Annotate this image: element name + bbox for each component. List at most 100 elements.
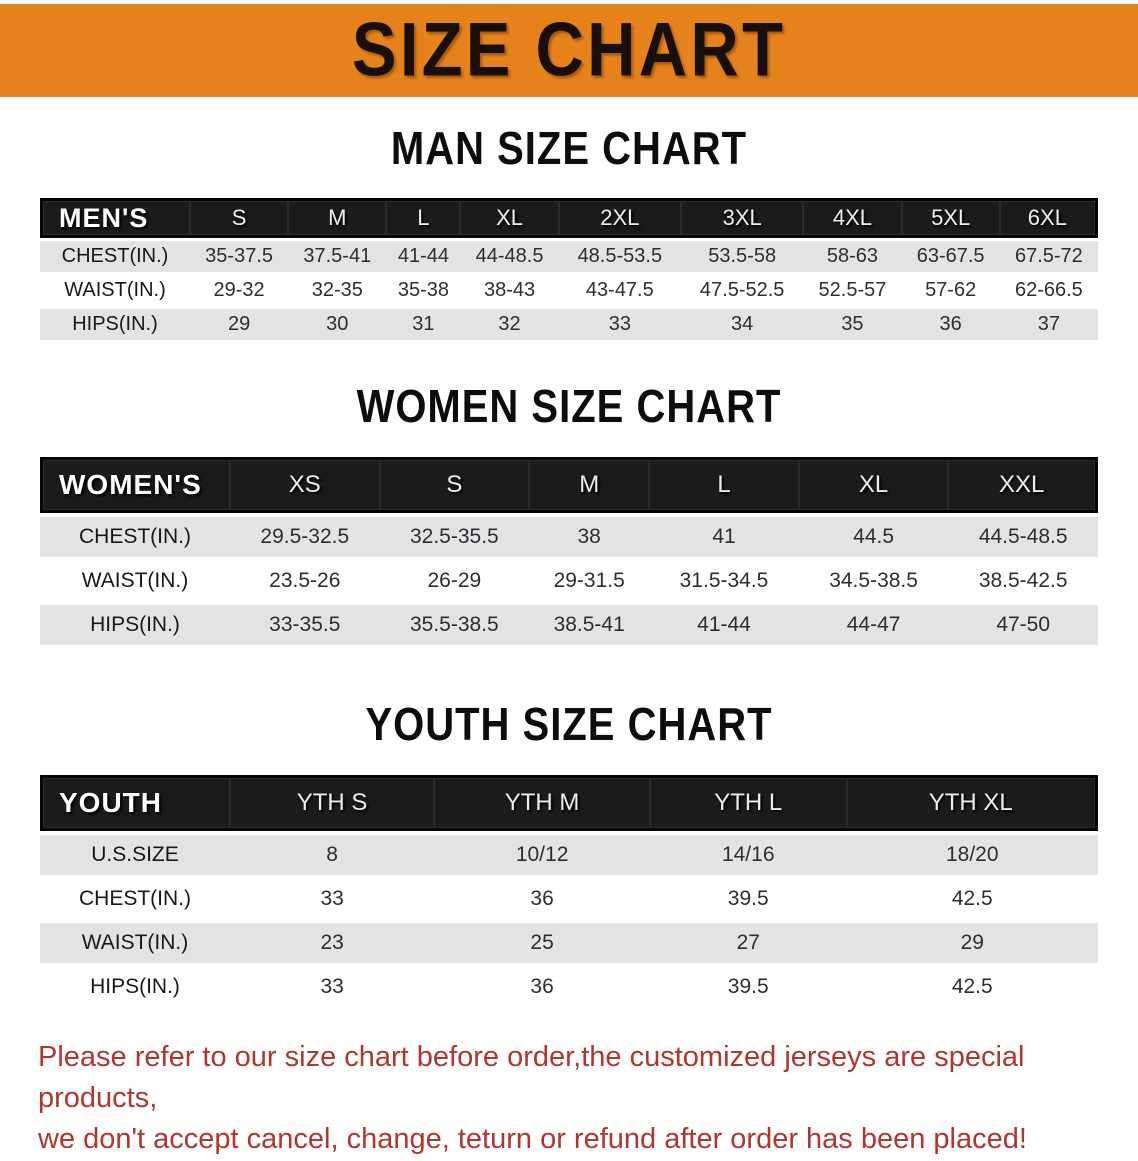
size-value: 25 <box>434 923 650 963</box>
size-value: 18/20 <box>846 835 1098 875</box>
size-value: 44.5-48.5 <box>948 517 1098 557</box>
size-value: 29-31.5 <box>529 561 650 601</box>
size-column-header: XL <box>798 457 949 513</box>
measurement-label: CHEST(IN.) <box>40 879 230 919</box>
table-row: CHEST(IN.) 35-37.5 37.5-41 41-44 44-48.5 48.5… <box>40 241 1098 272</box>
size-value: 33 <box>230 879 435 919</box>
size-value: 23 <box>230 923 435 963</box>
size-value: 44-47 <box>798 605 949 645</box>
size-value: 35-37.5 <box>190 241 289 272</box>
measurement-label: U.S.SIZE <box>40 835 230 875</box>
table-row: U.S.SIZE 8 10/12 14/16 18/20 <box>40 835 1098 875</box>
size-value: 44.5 <box>798 517 949 557</box>
order-disclaimer: Please refer to our size chart before or… <box>38 1037 1100 1161</box>
table-header-row: YOUTH YTH S YTH M YTH L YTH XL <box>40 775 1098 831</box>
size-value: 36 <box>901 309 1000 340</box>
size-value: 47-50 <box>948 605 1098 645</box>
size-value: 48.5-53.5 <box>558 241 681 272</box>
size-value: 42.5 <box>846 879 1098 919</box>
size-chart-banner: SIZE CHART <box>0 4 1138 97</box>
measurement-label: HIPS(IN.) <box>40 605 230 645</box>
size-column-header: 4XL <box>803 198 902 238</box>
size-value: 42.5 <box>846 967 1098 1007</box>
women-size-table: WOMEN'S XS S M L XL XXL CHEST(IN.) 29.5-32.5 32.5… <box>40 453 1098 649</box>
size-value: 44-48.5 <box>460 241 559 272</box>
size-value: 32.5-35.5 <box>379 517 530 557</box>
size-value: 30 <box>288 309 387 340</box>
size-value: 47.5-52.5 <box>681 275 804 306</box>
size-value: 32 <box>460 309 559 340</box>
size-value: 41-44 <box>649 605 799 645</box>
size-value: 38.5-41 <box>529 605 650 645</box>
youth-size-table: YOUTH YTH S YTH M YTH L YTH XL U.S.SIZE 8 10/12… <box>40 771 1098 1011</box>
size-value: 33 <box>230 967 435 1007</box>
disclaimer-line-1: Please refer to our size chart before or… <box>38 1041 1025 1115</box>
size-column-header: XL <box>460 198 559 238</box>
size-value: 37.5-41 <box>288 241 387 272</box>
men-size-table: MEN'S S M L XL 2XL 3XL 4XL 5XL 6XL CHEST(IN.) 35-37… <box>40 195 1098 343</box>
measurement-label: WAIST(IN.) <box>40 275 190 306</box>
size-value: 36 <box>434 967 650 1007</box>
size-value: 26-29 <box>379 561 530 601</box>
table-header-label: WOMEN'S <box>40 457 230 513</box>
size-value: 38-43 <box>460 275 559 306</box>
size-value: 34.5-38.5 <box>798 561 949 601</box>
measurement-label: CHEST(IN.) <box>40 241 190 272</box>
size-value: 27 <box>649 923 847 963</box>
youth-section-title: YOUTH SIZE CHART <box>365 699 773 751</box>
table-row: HIPS(IN.) 33 36 39.5 42.5 <box>40 967 1098 1007</box>
measurement-label: CHEST(IN.) <box>40 517 230 557</box>
disclaimer-line-2: we don't accept cancel, change, teturn o… <box>38 1123 1027 1156</box>
size-value: 29 <box>190 309 289 340</box>
measurement-label: WAIST(IN.) <box>40 561 230 601</box>
measurement-label: WAIST(IN.) <box>40 923 230 963</box>
table-header-row: WOMEN'S XS S M L XL XXL <box>40 457 1098 513</box>
size-value: 31.5-34.5 <box>649 561 799 601</box>
size-value: 8 <box>230 835 435 875</box>
size-column-header: 2XL <box>558 198 681 238</box>
women-size-chart-section: WOMEN SIZE CHART WOMEN'S XS S M L XL XXL CHEST(… <box>0 381 1138 649</box>
size-column-header: XS <box>230 457 380 513</box>
size-value: 63-67.5 <box>901 241 1000 272</box>
size-value: 37 <box>999 309 1098 340</box>
size-column-header: M <box>288 198 387 238</box>
size-value: 41-44 <box>386 241 461 272</box>
size-column-header: L <box>386 198 461 238</box>
size-column-header: YTH XL <box>846 775 1098 831</box>
youth-size-chart-section: YOUTH SIZE CHART YOUTH YTH S YTH M YTH L YTH… <box>0 699 1138 1011</box>
table-row: WAIST(IN.) 29-32 32-35 35-38 38-43 43-47.5 47.… <box>40 275 1098 306</box>
size-value: 62-66.5 <box>999 275 1098 306</box>
size-value: 33 <box>558 309 681 340</box>
size-value: 33-35.5 <box>230 605 380 645</box>
size-value: 53.5-58 <box>681 241 804 272</box>
table-row: HIPS(IN.) 33-35.5 35.5-38.5 38.5-41 41-44 44-… <box>40 605 1098 645</box>
size-column-header: L <box>649 457 799 513</box>
table-row: CHEST(IN.) 33 36 39.5 42.5 <box>40 879 1098 919</box>
size-value: 29.5-32.5 <box>230 517 380 557</box>
size-value: 14/16 <box>649 835 847 875</box>
size-column-header: YTH L <box>649 775 847 831</box>
size-value: 35-38 <box>386 275 461 306</box>
size-value: 36 <box>434 879 650 919</box>
size-column-header: 5XL <box>901 198 1000 238</box>
banner-title: SIZE CHART <box>351 8 787 93</box>
size-value: 32-35 <box>288 275 387 306</box>
size-value: 43-47.5 <box>558 275 681 306</box>
size-value: 35 <box>803 309 902 340</box>
measurement-label: HIPS(IN.) <box>40 309 190 340</box>
table-header-label: MEN'S <box>40 198 190 238</box>
women-section-title: WOMEN SIZE CHART <box>356 381 782 433</box>
size-value: 39.5 <box>649 967 847 1007</box>
size-column-header: XXL <box>948 457 1098 513</box>
size-value: 35.5-38.5 <box>379 605 530 645</box>
size-value: 52.5-57 <box>803 275 902 306</box>
men-section-title: MAN SIZE CHART <box>390 123 748 175</box>
size-value: 31 <box>386 309 461 340</box>
table-header-row: MEN'S S M L XL 2XL 3XL 4XL 5XL 6XL <box>40 198 1098 238</box>
size-value: 57-62 <box>901 275 1000 306</box>
table-header-label: YOUTH <box>40 775 230 831</box>
men-size-chart-section: MAN SIZE CHART MEN'S S M L XL 2XL 3XL 4XL 5XL 6XL… <box>0 123 1138 343</box>
size-column-header: S <box>379 457 530 513</box>
size-value: 39.5 <box>649 879 847 919</box>
size-value: 41 <box>649 517 799 557</box>
